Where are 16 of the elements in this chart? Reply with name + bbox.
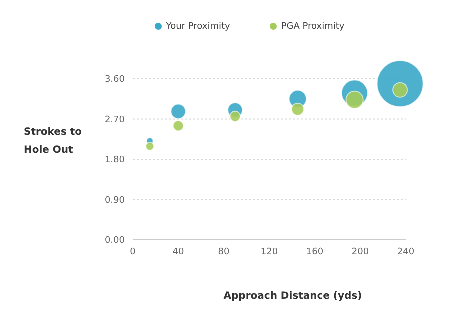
- legend-label: PGA Proximity: [281, 22, 345, 32]
- y-tick-label: 0.90: [104, 196, 126, 206]
- x-tick-label: 0: [130, 247, 136, 258]
- legend-label: Your Proximity: [166, 22, 230, 32]
- y-tick-label: 1.80: [104, 156, 126, 166]
- x-tick-label: 80: [218, 247, 230, 258]
- y-tick-label: 0.00: [104, 236, 126, 246]
- y-tick-label: 3.60: [104, 75, 126, 86]
- x-tick-label: 200: [352, 247, 370, 258]
- x-tick-label: 120: [260, 247, 278, 258]
- y-tick-label: 2.70: [104, 115, 126, 126]
- x-tick-label: 240: [397, 247, 415, 258]
- x-axis-title: Approach Distance (yds): [222, 291, 364, 302]
- x-tick-label: 40: [172, 247, 184, 258]
- y-axis-title: Strokes to Hole Out: [24, 126, 82, 158]
- x-tick-label: 160: [306, 247, 324, 258]
